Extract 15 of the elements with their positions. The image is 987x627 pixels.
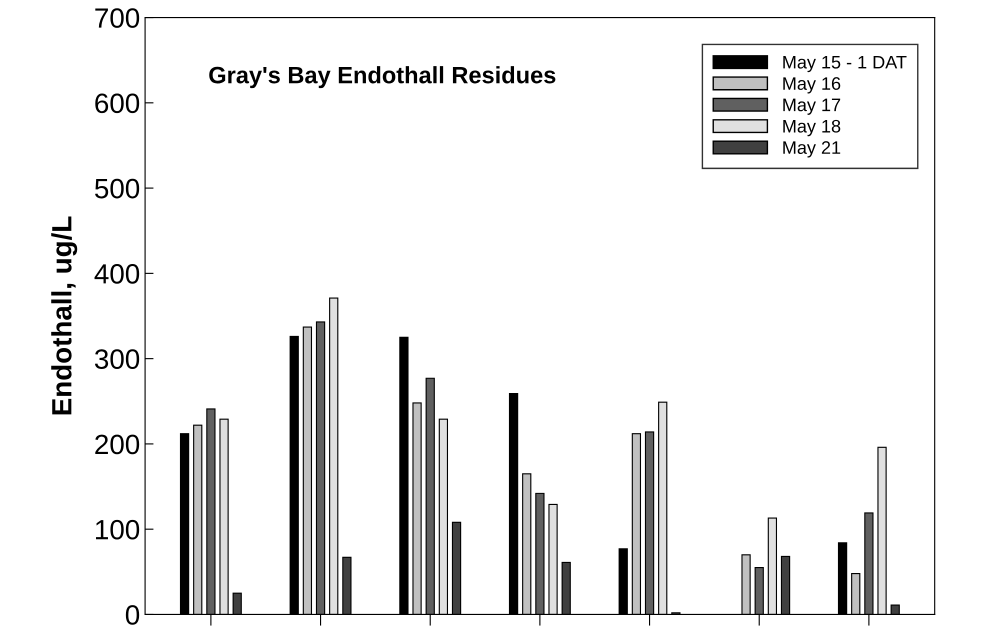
legend-label: May 21 xyxy=(783,141,840,158)
text: Gray's Bay Endothall Residues xyxy=(209,66,556,88)
y-tick-label: 400 xyxy=(94,264,140,284)
y-tick-label: 700 xyxy=(95,8,140,28)
y-tick-label: 0 xyxy=(126,605,140,625)
y-axis-title: Endothall, ug/L xyxy=(51,216,78,414)
y-tick-label: 100 xyxy=(96,520,140,540)
legend-label: May 15 - 1 DAT xyxy=(783,56,907,72)
y-tick-label: 200 xyxy=(95,434,140,454)
y-tick-label: 300 xyxy=(94,349,140,369)
legend-label: May 16 xyxy=(783,77,840,94)
y-tick-label: 500 xyxy=(95,178,140,198)
legend-label: May 17 xyxy=(783,98,840,115)
legend-label: May 18 xyxy=(783,120,840,136)
y-tick-label: 600 xyxy=(95,93,140,114)
